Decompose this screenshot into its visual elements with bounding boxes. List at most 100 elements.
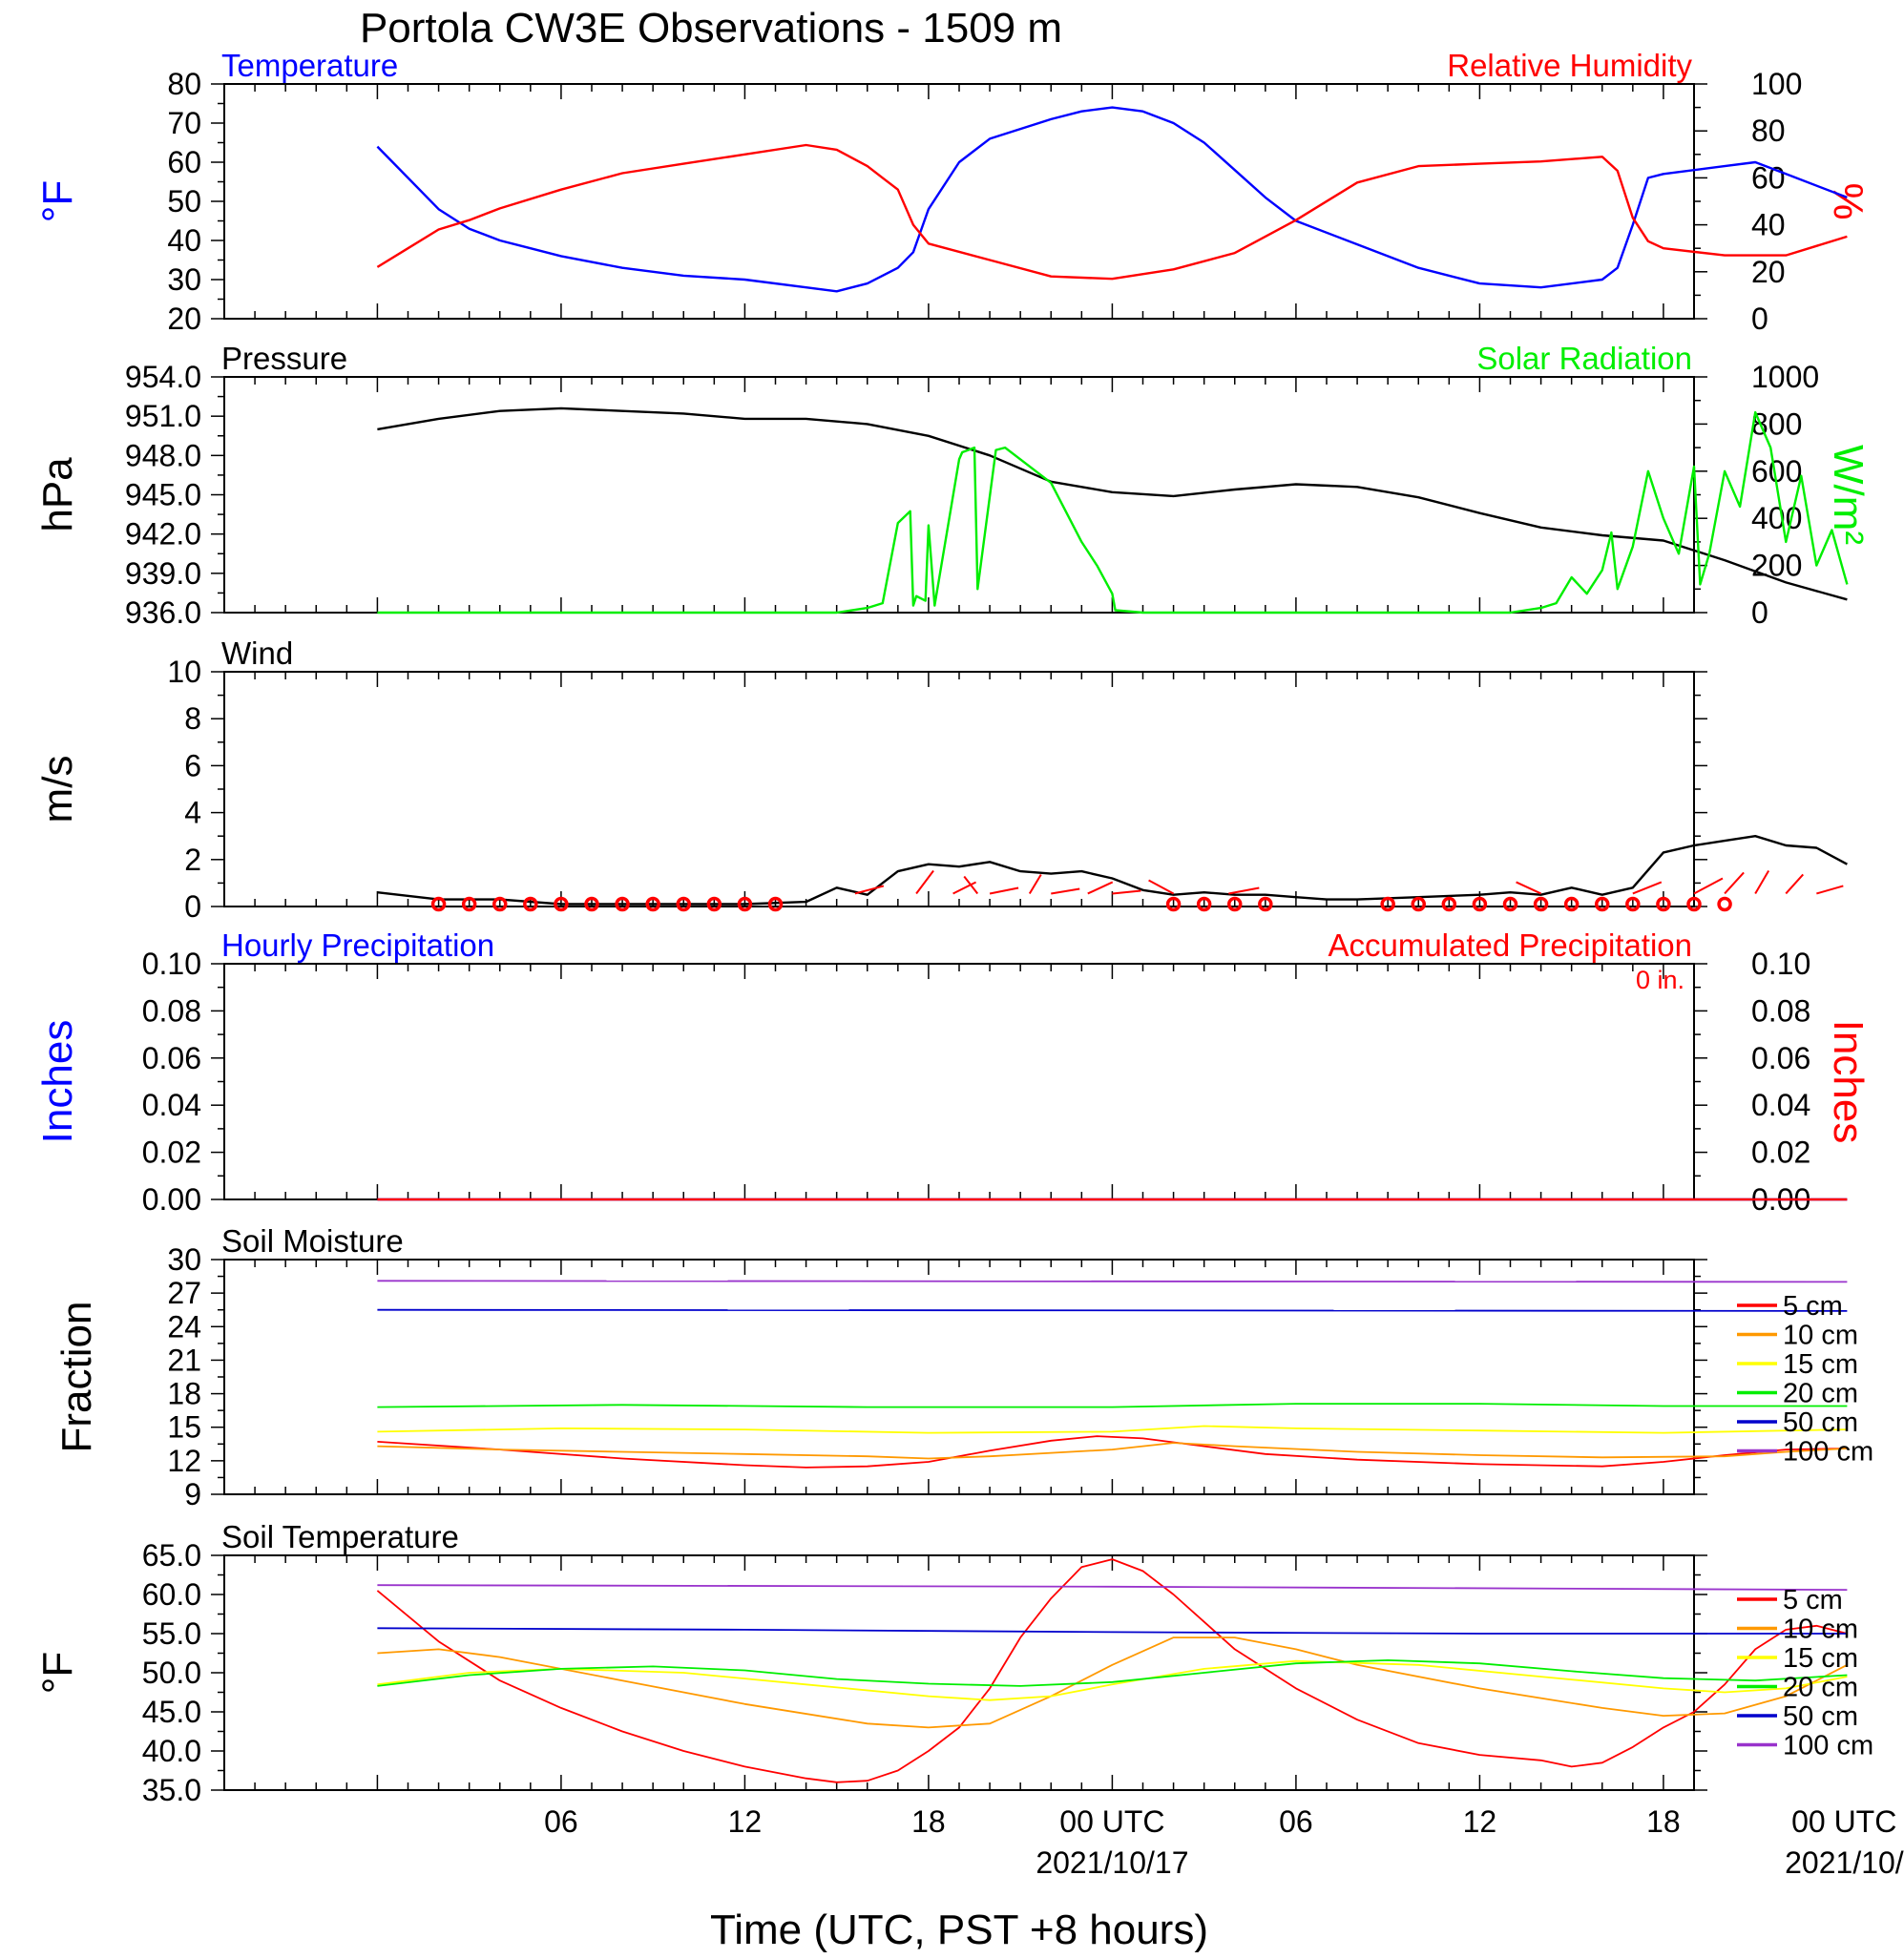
panel-pressure_solar: 954.0 951.0 948.0 945.0 942.0 939.0 936.0 1000 8… (34, 341, 1872, 630)
calm-wind-marker (1656, 896, 1671, 912)
y-right-tick-label: 0.04 (1751, 1088, 1810, 1122)
y-right-tick-label: 80 (1751, 114, 1786, 148)
series-50-cm (377, 1308, 1848, 1312)
y-tick-label: 50.0 (142, 1656, 201, 1690)
panel-title-right: Solar Radiation (1476, 341, 1692, 376)
y-tick-label: 55.0 (142, 1616, 201, 1651)
y-tick-label: 24 (167, 1309, 201, 1344)
series-20-cm (377, 1659, 1848, 1687)
y-tick-label: 936.0 (125, 595, 201, 630)
panel-frame (223, 1259, 1695, 1495)
legend-label: 10 cm (1783, 1321, 1858, 1351)
series-5-cm (376, 1558, 1848, 1783)
wind-barb (1785, 873, 1804, 895)
legend-label: 10 cm (1783, 1615, 1858, 1645)
y-tick-label: 0.08 (142, 993, 201, 1028)
legend-label: 100 cm (1783, 1731, 1873, 1761)
series-100-cm (377, 1280, 1848, 1283)
panel-frame (223, 83, 1695, 320)
calm-wind-marker (767, 896, 784, 912)
y-tick-label: 0.04 (142, 1088, 201, 1122)
y-tick-label: 40 (167, 223, 201, 258)
calm-wind-marker (1502, 896, 1518, 912)
y-tick-label: 0.10 (142, 947, 201, 981)
y-tick-label: 50 (167, 184, 201, 219)
x-tick-label: 18 (911, 1804, 946, 1839)
y-tick-label: 10 (167, 655, 201, 689)
panel-title-right: Accumulated Precipitation (1328, 927, 1692, 963)
x-tick-label: 06 (1279, 1804, 1313, 1839)
y-tick-label: 4 (184, 796, 201, 830)
x-axis: 06 12 18 00 UTC 2021/10/17 06 12 18 00 UTC 2021/1… (544, 1804, 1904, 1880)
x-tick-label: 00 UTC (1791, 1804, 1896, 1839)
y-tick-label: 9 (184, 1477, 201, 1511)
y-axis-unit-right: Inches (1825, 1020, 1872, 1144)
y-tick-label: 0.06 (142, 1041, 201, 1075)
calm-wind-marker (461, 896, 477, 912)
legend-label: 20 cm (1783, 1673, 1858, 1703)
y-tick-label: 45.0 (142, 1695, 201, 1729)
y-right-tick-label: 1000 (1751, 360, 1819, 394)
x-date-label: 2021/10/18 (1785, 1845, 1904, 1880)
y-tick-label: 12 (167, 1444, 201, 1478)
x-tick-label: 12 (728, 1804, 763, 1839)
calm-wind-marker (492, 896, 508, 912)
series-10-cm (377, 1442, 1848, 1460)
series-15-cm (377, 1659, 1848, 1701)
y-right-tick-label: 0.08 (1751, 993, 1810, 1028)
wind-barb (989, 886, 1019, 895)
y-tick-label: 942.0 (125, 517, 201, 552)
calm-wind-marker (523, 896, 538, 912)
panel-frame (223, 671, 1695, 907)
y-axis-unit-left: hPa (34, 457, 81, 532)
calm-wind-marker (1717, 896, 1732, 912)
wind-barb (1516, 881, 1542, 895)
y-right-tick-label: 40 (1751, 208, 1786, 242)
y-axis-unit-left: °F (34, 180, 81, 222)
y-axis-unit-left: Fraction (53, 1302, 100, 1453)
y-right-tick-label: 0.06 (1751, 1041, 1810, 1075)
y-axis-unit-left: m/s (34, 756, 81, 823)
calm-wind-marker (1411, 896, 1426, 912)
y-axis-unit-left: Inches (34, 1020, 81, 1144)
y-tick-label: 945.0 (125, 478, 201, 512)
panel-title-left: Pressure (221, 341, 347, 376)
y-tick-label: 15 (167, 1410, 201, 1445)
wind-barb (1632, 881, 1663, 895)
y-right-tick-label: 0 (1751, 595, 1768, 630)
calm-wind-marker (1258, 896, 1273, 912)
y-tick-label: 27 (167, 1276, 201, 1310)
wind-barb (1228, 886, 1260, 895)
series-solar-radiation (377, 410, 1849, 615)
y-tick-label: 21 (167, 1343, 201, 1377)
x-tick-label: 00 UTC (1059, 1804, 1164, 1839)
wind-barb (952, 881, 977, 895)
y-tick-label: 30 (167, 262, 201, 297)
calm-wind-marker (1563, 896, 1580, 912)
wind-barb (1028, 873, 1042, 894)
y-right-tick-label: 0.10 (1751, 947, 1810, 981)
legend-label: 20 cm (1783, 1379, 1858, 1409)
wind-barb (1148, 879, 1175, 895)
y-tick-label: 954.0 (125, 360, 201, 394)
panel-temp_rh: 80 70 60 50 40 30 20 100 80 60 40 20 0 Temperature Rel… (34, 48, 1872, 336)
series-15-cm (377, 1425, 1848, 1434)
calm-wind-marker (706, 896, 722, 912)
series-50-cm (377, 1627, 1848, 1635)
legend-label: 5 cm (1783, 1291, 1843, 1322)
panel-soil_temperature: 65.0 60.0 55.0 50.0 45.0 40.0 35.0 Soil Tempera… (34, 1519, 1873, 1807)
y-tick-label: 60.0 (142, 1577, 201, 1612)
calm-wind-marker (430, 896, 447, 912)
wind-barb (1087, 881, 1114, 895)
panel-title-left: Hourly Precipitation (221, 927, 494, 963)
series-wind (377, 835, 1848, 906)
calm-wind-marker (1533, 896, 1549, 912)
panel-title-left: Wind (221, 636, 293, 671)
panel-wind: 10 8 6 4 2 0 Wind m/s (34, 636, 1848, 924)
wind-barb (854, 885, 885, 895)
accumulated-total-label: 0 in. (1636, 966, 1684, 994)
y-tick-label: 939.0 (125, 556, 201, 591)
y-axis-unit-right: % (1825, 182, 1872, 219)
